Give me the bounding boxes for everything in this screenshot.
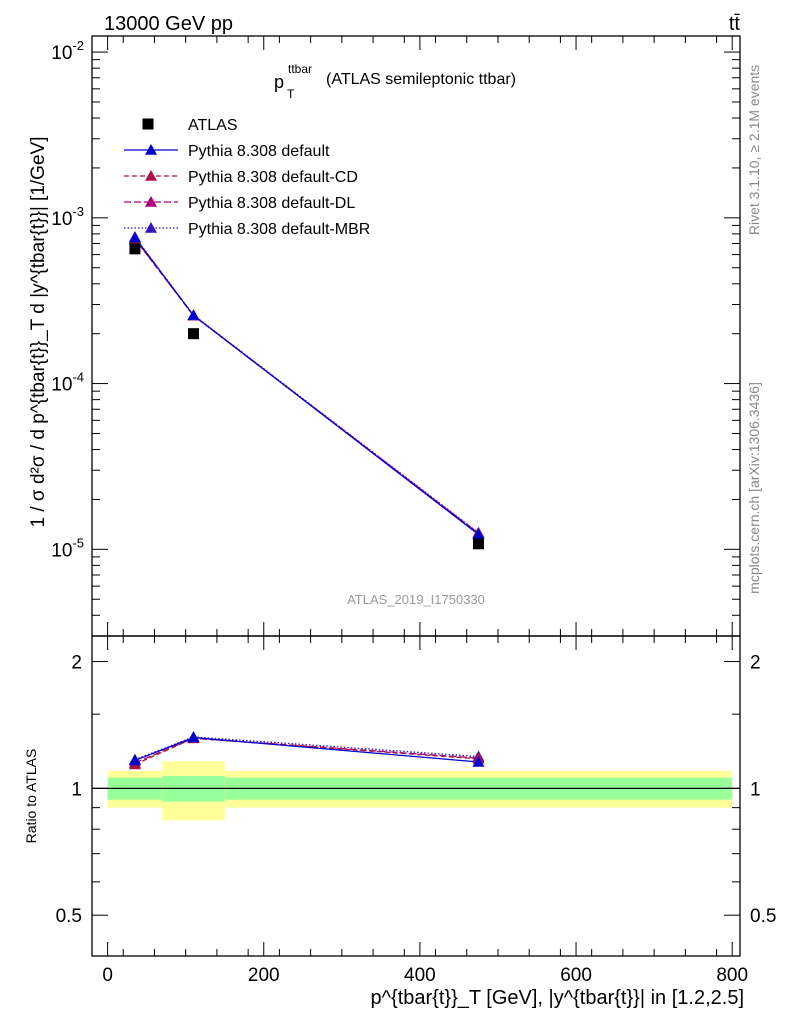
- axes: 0 200 400 600 800 10-5 10-4 10-3 10-2 0.5 0.5 1 1 2 2: [51, 35, 776, 986]
- main-y-tick-label: 10-4: [51, 370, 84, 396]
- ratio-panel-frame: [91, 635, 741, 957]
- main-y-tick-label: 10-5: [51, 535, 84, 561]
- x-axis-label: p^{tbar{t}}_T [GeV], |y^{tbar{t}}| in [1…: [371, 987, 745, 1009]
- legend-label: Pythia 8.308 default-DL: [188, 195, 355, 212]
- legend-marker: [145, 170, 157, 181]
- x-tick-label: 200: [248, 965, 280, 986]
- x-tick-label: 0: [102, 965, 113, 986]
- series-markers: [128, 231, 485, 770]
- legend-marker-data: [142, 118, 154, 130]
- series-point-ratio: [187, 731, 200, 743]
- rivet-label: Rivet 3.1.10, ≥ 2.1M events: [746, 65, 762, 235]
- x-tick-label: 600: [560, 965, 592, 986]
- x-tick-label: 800: [716, 965, 748, 986]
- main-y-axis-label: 1 / σ d²σ / d p^{tbar{t}}_T d |y^{tbar{t…: [28, 137, 49, 528]
- main-y-tick-label: 10-3: [51, 204, 84, 230]
- main-y-tick-label: 10-2: [51, 38, 84, 64]
- series-point-ratio: [472, 756, 485, 767]
- series-line-main: [134, 237, 479, 535]
- legend-marker: [145, 196, 157, 207]
- plot-title-rest: (ATLAS semileptonic ttbar): [326, 71, 516, 88]
- process-label: tt̄: [729, 13, 741, 35]
- ratio-y-tick-label-right: 0.5: [750, 906, 776, 927]
- ratio-y-tick-label-right: 2: [750, 653, 761, 674]
- legend-marker: [145, 222, 157, 233]
- ratio-bands: [92, 761, 740, 821]
- series-line-ratio: [134, 737, 479, 765]
- series-line-main: [134, 236, 479, 534]
- x-tick-label: 400: [404, 965, 436, 986]
- plot-title-sub: T: [287, 87, 295, 101]
- series-lines: [134, 236, 479, 765]
- legend: ATLAS Pythia 8.308 default Pythia 8.308 de…: [124, 117, 370, 238]
- energy-label: 13000 GeV pp: [104, 13, 233, 35]
- legend-label: ATLAS: [188, 117, 238, 134]
- plot-title-sup: ttbar: [288, 62, 312, 76]
- ratio-y-tick-label-left: 0.5: [56, 906, 82, 927]
- plot-title-main: p: [274, 72, 284, 92]
- data-point: [129, 243, 141, 255]
- legend-marker: [145, 144, 157, 155]
- series-line-main: [134, 238, 479, 534]
- analysis-id: ATLAS_2019_I1750330: [347, 592, 485, 607]
- series-point-ratio: [128, 754, 141, 766]
- legend-label: Pythia 8.308 default: [188, 143, 330, 160]
- ratio-y-tick-label-right: 1: [750, 779, 761, 800]
- data-point: [187, 328, 199, 340]
- series-line-main: [134, 238, 479, 534]
- data-point: [472, 538, 484, 550]
- legend-label: Pythia 8.308 default-CD: [188, 169, 358, 186]
- legend-label: Pythia 8.308 default-MBR: [188, 221, 370, 238]
- series-point-main: [187, 309, 200, 321]
- series-point-main: [128, 231, 141, 243]
- series-point-main: [472, 528, 485, 540]
- ratio-y-tick-label-left: 1: [71, 779, 82, 800]
- series-line-ratio: [134, 736, 479, 761]
- ratio-y-tick-label-left: 2: [71, 653, 82, 674]
- mcplots-label: mcplots.cern.ch [arXiv:1306.3436]: [746, 382, 762, 594]
- ratio-y-axis-label: Ratio to ATLAS: [23, 749, 39, 844]
- plot-title: p ttbar T (ATLAS semileptonic ttbar): [274, 62, 516, 101]
